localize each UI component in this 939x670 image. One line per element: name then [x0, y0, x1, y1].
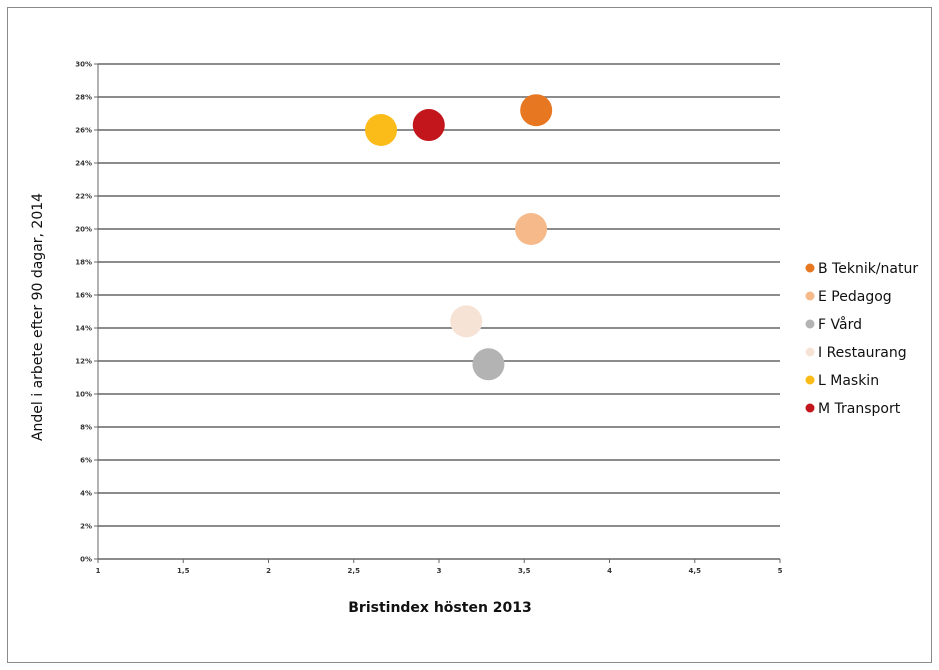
y-tick-label-13: 26%: [75, 127, 92, 135]
legend-label-4: L Maskin: [818, 373, 879, 389]
x-tick-label-6: 4: [607, 567, 612, 575]
data-points: [365, 94, 553, 381]
x-axis-title: Bristindex hösten 2013: [348, 600, 532, 616]
legend-marker-4: [805, 375, 815, 385]
legend-marker-1: [805, 291, 815, 301]
x-tick-label-5: 3,5: [518, 567, 531, 575]
legend-marker-0: [805, 263, 815, 273]
x-tick-label-7: 4,5: [689, 567, 702, 575]
y-tick-label-4: 8%: [80, 424, 92, 432]
x-tick-label-0: 1: [96, 567, 101, 575]
x-tick-label-4: 3: [437, 567, 442, 575]
y-tick-label-11: 22%: [75, 193, 92, 201]
y-tick-label-14: 28%: [75, 94, 92, 102]
y-tick-label-7: 14%: [75, 325, 92, 333]
y-tick-label-15: 30%: [75, 61, 92, 69]
legend-label-3: I Restaurang: [818, 345, 907, 361]
data-point-1-0: [515, 213, 548, 245]
data-point-0-0: [520, 94, 553, 127]
legend: B Teknik/natur E Pedagog F Vård I Restauran…: [805, 261, 918, 417]
x-tick-label-8: 5: [778, 567, 783, 575]
legend-label-5: M Transport: [818, 401, 901, 417]
grid-lines: [98, 63, 780, 527]
legend-marker-2: [805, 319, 815, 329]
y-tick-label-2: 4%: [80, 490, 92, 498]
legend-label-2: F Vård: [818, 316, 862, 333]
y-tick-label-10: 20%: [75, 226, 92, 234]
y-tick-label-3: 6%: [80, 457, 92, 465]
legend-marker-5: [805, 403, 815, 413]
y-tick-label-9: 18%: [75, 259, 92, 267]
y-tick-label-5: 10%: [75, 391, 92, 399]
y-tick-label-8: 16%: [75, 292, 92, 300]
axes: [94, 63, 781, 563]
legend-label-0: B Teknik/natur: [818, 261, 918, 277]
x-tick-labels: 1 1,5 2 2,5 3 3,5 4 4,5 5: [96, 567, 783, 575]
y-tick-label-6: 12%: [75, 358, 92, 366]
y-axis-title: Andel i arbete efter 90 dagar, 2014: [30, 193, 46, 441]
legend-label-1: E Pedagog: [818, 289, 892, 305]
y-tick-labels: 0% 2% 4% 6% 8% 10% 12% 14% 16% 18% 20% 22% 24% 26% 28%…: [75, 61, 92, 564]
data-point-5-0: [412, 109, 445, 142]
y-tick-label-12: 24%: [75, 160, 92, 168]
y-tick-label-0: 0%: [80, 556, 92, 564]
x-tick-label-2: 2: [266, 567, 271, 575]
x-tick-label-3: 2,5: [348, 567, 361, 575]
y-tick-label-1: 2%: [80, 523, 92, 531]
legend-marker-3: [805, 347, 815, 357]
data-point-2-0: [472, 348, 505, 381]
data-point-3-0: [450, 305, 483, 338]
x-tick-label-1: 1,5: [177, 567, 190, 575]
data-point-4-0: [365, 114, 398, 146]
